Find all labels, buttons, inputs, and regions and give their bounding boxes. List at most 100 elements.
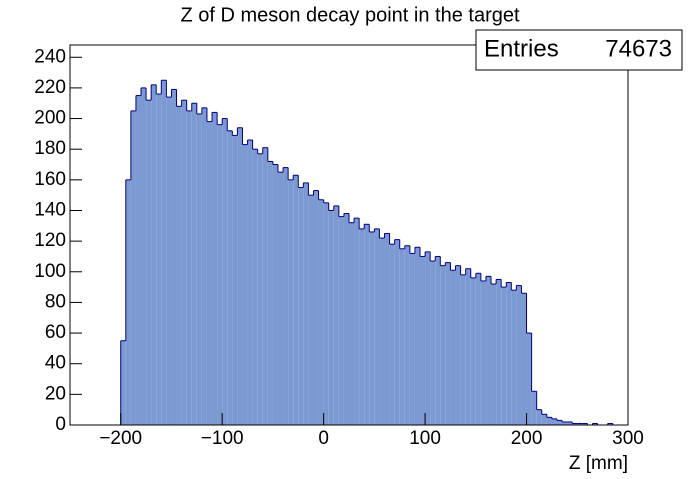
bar	[191, 103, 197, 426]
bar	[511, 290, 517, 425]
bar	[328, 210, 334, 425]
bar	[430, 261, 436, 425]
y-tick-label: 120	[34, 230, 66, 251]
chart-title: Z of D meson decay point in the target	[180, 4, 520, 26]
bar	[480, 280, 486, 425]
bar	[262, 147, 268, 425]
x-tick-label: 300	[612, 428, 644, 449]
bar	[572, 423, 578, 425]
bar	[257, 153, 263, 425]
y-tick-label: 240	[34, 46, 66, 67]
bar	[521, 293, 527, 425]
bar	[166, 97, 172, 425]
bar	[308, 195, 314, 425]
bar	[445, 262, 451, 425]
bar	[171, 89, 177, 425]
stats-label: Entries	[484, 35, 559, 62]
bar	[364, 224, 370, 425]
bar	[272, 164, 278, 426]
bar	[496, 279, 502, 425]
bar	[556, 420, 563, 425]
bar	[349, 222, 355, 425]
bar	[135, 95, 142, 425]
bar	[425, 251, 431, 425]
y-tick-label: 40	[45, 353, 66, 374]
bar	[303, 182, 309, 425]
bar	[141, 87, 147, 425]
bar	[333, 205, 339, 425]
bar	[516, 285, 522, 425]
bar	[450, 270, 456, 425]
bar	[592, 423, 598, 425]
bar	[562, 421, 568, 425]
bar	[414, 247, 421, 425]
bar	[470, 277, 476, 425]
bar	[232, 135, 238, 425]
frame	[69, 44, 629, 426]
bar	[338, 216, 344, 425]
bar	[409, 253, 415, 425]
bar	[313, 190, 319, 425]
bar	[536, 409, 542, 425]
bar	[252, 149, 258, 425]
plot-area	[70, 79, 628, 426]
bar	[607, 423, 613, 425]
bar	[206, 121, 213, 425]
bar	[582, 423, 588, 425]
bar	[283, 167, 289, 426]
x-tick-label: 200	[511, 428, 543, 449]
y-tick-label: 220	[34, 77, 66, 98]
bar	[506, 282, 512, 425]
bar	[501, 287, 507, 425]
bar	[288, 179, 294, 425]
bar	[277, 172, 284, 425]
bar	[546, 417, 552, 425]
bar	[130, 110, 136, 426]
bar	[343, 213, 349, 425]
bar	[318, 199, 324, 425]
y-tick-label: 20	[45, 383, 66, 404]
bar	[399, 248, 405, 425]
bar	[186, 110, 192, 426]
bar	[485, 276, 492, 425]
y-tick-label: 0	[55, 414, 66, 435]
bar	[247, 140, 253, 425]
bar	[531, 391, 537, 425]
bar	[420, 256, 426, 425]
bar	[151, 84, 157, 425]
bar	[435, 256, 441, 425]
x-tick-label: −200	[99, 428, 142, 449]
bar	[161, 80, 167, 425]
bar	[181, 100, 187, 426]
bar	[491, 284, 497, 425]
bar	[222, 118, 228, 425]
bar	[374, 228, 380, 425]
bar	[389, 244, 395, 425]
y-tick-label: 60	[45, 322, 66, 343]
bar	[201, 107, 207, 426]
bar	[120, 340, 126, 425]
bar	[156, 94, 162, 425]
y-tick-label: 160	[34, 169, 66, 190]
bar	[526, 333, 532, 425]
x-tick-label: 0	[318, 428, 329, 449]
bar	[567, 421, 573, 425]
bar	[237, 127, 243, 425]
bar	[475, 273, 481, 425]
y-tick-label: 100	[34, 261, 66, 282]
y-tick-label: 200	[34, 108, 66, 129]
bar	[293, 175, 299, 425]
bar	[541, 414, 547, 425]
bar	[455, 265, 461, 425]
bar	[323, 202, 329, 425]
bar	[125, 179, 131, 425]
bar	[394, 239, 400, 425]
bar	[212, 112, 218, 425]
bar	[176, 106, 182, 426]
bar	[369, 231, 375, 425]
bar	[460, 274, 466, 425]
bar	[227, 130, 233, 425]
x-tick-label: 100	[409, 428, 441, 449]
bar	[196, 113, 202, 426]
